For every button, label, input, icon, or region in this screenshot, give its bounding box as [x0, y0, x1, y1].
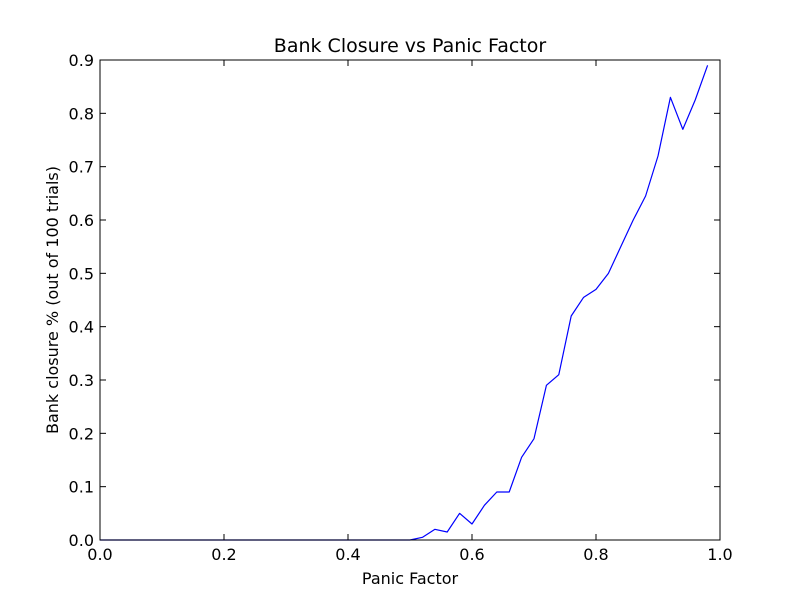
y-tick-label: 0.0: [69, 531, 94, 550]
y-axis-title: Bank closure % (out of 100 trials): [43, 166, 62, 434]
y-tick-label: 0.6: [69, 211, 94, 230]
x-tick-label: 0.0: [87, 545, 112, 564]
x-tick-label: 1.0: [707, 545, 732, 564]
x-tick-label: 0.6: [459, 545, 484, 564]
y-tick-label: 0.7: [69, 158, 94, 177]
x-tick-label: 0.8: [583, 545, 608, 564]
plot-area: 0.0 0.2 0.4 0.6 0.8 1.0 0.0 0.1 0.2 0.3 0.4 0.5 0.6 0…: [69, 51, 733, 564]
y-tick-label: 0.3: [69, 371, 94, 390]
y-tick-label: 0.4: [69, 318, 94, 337]
chart-title: Bank Closure vs Panic Factor: [274, 35, 547, 57]
x-tick-label: 0.4: [335, 545, 360, 564]
x-axis-title: Panic Factor: [362, 569, 459, 588]
x-tick-label: 0.2: [211, 545, 236, 564]
plot-frame: [99, 59, 721, 541]
y-tick-label: 0.9: [69, 51, 94, 70]
y-tick-label: 0.8: [69, 104, 94, 123]
y-tick-label: 0.1: [69, 478, 94, 497]
y-tick-label: 0.2: [69, 424, 94, 443]
y-tick-label: 0.5: [69, 264, 94, 283]
